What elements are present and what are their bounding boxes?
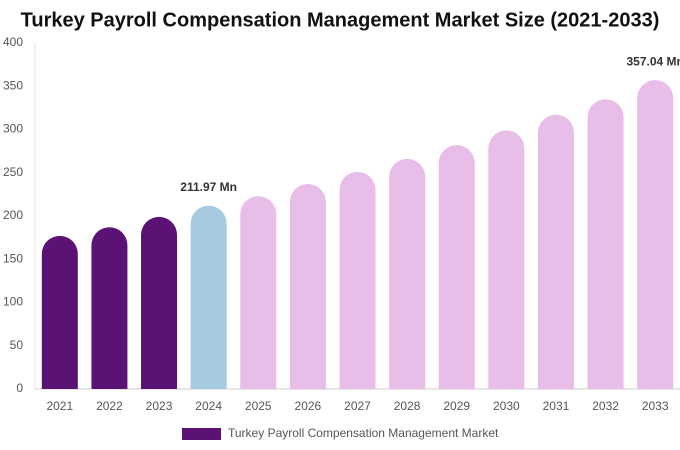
bar <box>537 114 574 390</box>
y-tick-label: 150 <box>3 251 23 265</box>
x-tick-label: 2033 <box>642 399 669 413</box>
bar <box>389 158 426 389</box>
bar <box>339 171 376 389</box>
legend-swatch <box>182 428 221 440</box>
x-tick-label: 2027 <box>344 399 371 413</box>
x-tick-label: 2030 <box>493 399 520 413</box>
bar <box>41 235 78 389</box>
bar <box>240 196 277 389</box>
legend-label: Turkey Payroll Compensation Management M… <box>228 426 499 440</box>
bar <box>488 130 525 389</box>
y-tick-label: 300 <box>3 122 23 136</box>
x-tick-label: 2026 <box>295 399 322 413</box>
x-tick-label: 2023 <box>146 399 173 413</box>
x-tick-label: 2021 <box>46 399 73 413</box>
y-tick-label: 400 <box>3 35 23 49</box>
bar <box>91 227 128 389</box>
bar <box>637 80 674 389</box>
value-label: 211.97 Mn <box>180 180 237 194</box>
bar <box>289 183 326 389</box>
bar <box>587 99 624 389</box>
value-label: 357.04 Mn <box>627 54 680 68</box>
bar <box>141 216 178 389</box>
x-tick-label: 2031 <box>543 399 570 413</box>
x-tick-label: 2029 <box>443 399 470 413</box>
chart-title: Turkey Payroll Compensation Management M… <box>21 9 660 31</box>
x-tick-label: 2032 <box>592 399 619 413</box>
x-tick-label: 2024 <box>195 399 222 413</box>
bar <box>438 145 475 389</box>
y-tick-label: 250 <box>3 165 23 179</box>
x-tick-label: 2025 <box>245 399 272 413</box>
y-tick-label: 0 <box>16 381 23 395</box>
y-tick-label: 100 <box>3 295 23 309</box>
bar <box>190 205 227 389</box>
y-tick-label: 350 <box>3 78 23 92</box>
x-tick-label: 2022 <box>96 399 123 413</box>
y-tick-label: 200 <box>3 208 23 222</box>
x-tick-label: 2028 <box>394 399 421 413</box>
y-tick-label: 50 <box>10 338 24 352</box>
